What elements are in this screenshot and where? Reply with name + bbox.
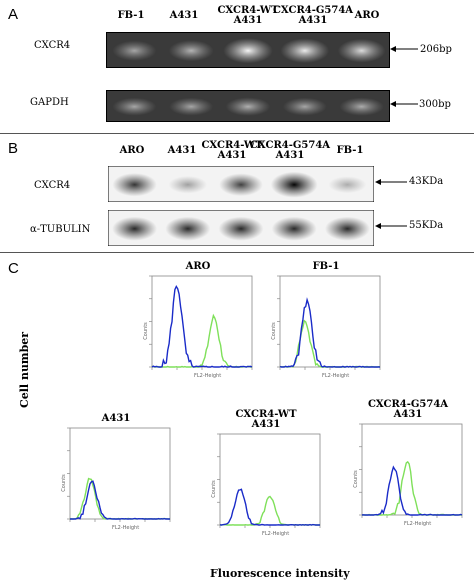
panel-b-tubulin-band-4 xyxy=(271,216,317,241)
histogram-title-4: CXCR4-WT A431 xyxy=(235,409,297,430)
panel-b-tubulin-band-1 xyxy=(112,216,158,241)
panel-a-lane-label-1: FB-1 xyxy=(117,10,145,21)
panel-a-row-label-gapdh: GAPDH xyxy=(30,97,69,108)
panel-b-tubulin-band-5 xyxy=(324,216,370,241)
panel-b-cxcr4-band-3 xyxy=(219,173,263,197)
histogram-frame xyxy=(361,423,463,516)
histogram-title-2: FB-1 xyxy=(312,261,340,272)
divider-b-c xyxy=(0,252,474,253)
histogram-x-label: FL2-Height xyxy=(404,521,431,527)
histogram-x-label: FL2-Height xyxy=(262,531,289,537)
panel-a-lane-label-4: CXCR4-G574A A431 xyxy=(272,5,354,26)
histogram-series-blue xyxy=(219,488,321,526)
histogram-4: Counts FL2-Height xyxy=(211,433,321,537)
panel-b-size-43kda: 43KDa xyxy=(409,176,444,187)
panel-c-y-title: Cell number xyxy=(18,331,31,408)
panel-a-cxcr4-band-5 xyxy=(337,38,386,63)
panel-b-blot-tubulin xyxy=(107,209,375,247)
panel-b-lane-label-5: FB-1 xyxy=(336,145,364,156)
histogram-frame xyxy=(69,427,171,520)
panel-b-tubulin-image xyxy=(107,209,375,247)
panel-b-row-label-cxcr4: CXCR4 xyxy=(34,180,71,191)
panel-b-cxcr4-image xyxy=(107,165,375,203)
histogram-series-blue xyxy=(361,465,463,516)
histogram-y-label: Counts xyxy=(353,470,359,488)
panel-c-x-title: Fluorescence intensity xyxy=(210,567,350,580)
histogram-y-label: Counts xyxy=(211,480,217,498)
panel-b-lane-label-2: A431 xyxy=(167,145,197,156)
panel-a-gapdh-band-2 xyxy=(169,97,214,116)
histogram-1: Counts FL2-Height xyxy=(143,275,253,379)
histogram-x-label: FL2-Height xyxy=(194,373,221,379)
histogram-3: Counts FL2-Height xyxy=(61,427,171,531)
panel-b-cxcr4-band-5 xyxy=(328,176,367,194)
panel-a-arrows xyxy=(390,46,418,107)
histogram-frame xyxy=(219,433,321,526)
histogram-title-5: CXCR4-G574A A431 xyxy=(367,399,449,420)
histogram-title-3: A431 xyxy=(101,413,131,424)
divider-a-b xyxy=(0,133,474,134)
histogram-y-label: Counts xyxy=(61,474,67,492)
histogram-y-label: Counts xyxy=(143,322,149,340)
panel-b-lane-label-4: CXCR4-G574A A431 xyxy=(249,140,331,161)
panel-a-cxcr4-band-3 xyxy=(223,38,273,64)
panel-b-tubulin-band-3 xyxy=(218,216,264,241)
panel-a-row-label-cxcr4: CXCR4 xyxy=(34,40,71,51)
panel-b-lane-label-1: ARO xyxy=(119,145,145,156)
panel-b-arrows xyxy=(375,179,407,229)
histogram-5: Counts FL2-Height xyxy=(353,423,463,527)
panel-b-blot-cxcr4 xyxy=(107,165,375,203)
panel-b-cxcr4-band-2 xyxy=(168,175,208,194)
panel-a-gapdh-band-5 xyxy=(339,97,384,116)
histogram-y-label: Counts xyxy=(271,322,277,340)
panel-b-cxcr4-band-1 xyxy=(112,173,157,197)
panel-a-lane-label-5: ARO xyxy=(354,10,380,21)
panel-c-letter: C xyxy=(8,260,19,277)
panel-b-lane-label-3: CXCR4-WT A431 xyxy=(201,140,263,161)
panel-a-cxcr4-band-1 xyxy=(112,40,157,61)
panel-a-lane-label-3: CXCR4-WT A431 xyxy=(217,5,279,26)
histogram-series-blue xyxy=(279,297,380,368)
panel-a-lane-label-2: A431 xyxy=(169,10,199,21)
histogram-series-blue xyxy=(70,480,170,520)
panel-b-size-55kda: 55KDa xyxy=(409,220,444,231)
histogram-frame xyxy=(151,275,253,368)
panel-b-row-label-tubulin: α-TUBULIN xyxy=(30,224,91,235)
panel-a-gel-gapdh xyxy=(105,89,391,123)
panel-a-gapdh-image xyxy=(105,89,391,123)
panel-a-letter: A xyxy=(8,6,19,23)
panel-b-tubulin-band-2 xyxy=(165,216,211,241)
histogram-2: Counts FL2-Height xyxy=(271,275,381,379)
histogram-series-blue xyxy=(151,285,253,368)
panel-a-gapdh-band-4 xyxy=(282,97,327,116)
panel-b-letter: B xyxy=(8,140,19,157)
panel-a-size-300bp: 300bp xyxy=(419,99,451,110)
panel-a-size-206bp: 206bp xyxy=(420,44,452,55)
histogram-frame xyxy=(279,275,381,368)
panel-a-gapdh-band-1 xyxy=(112,97,157,116)
histogram-x-label: FL2-Height xyxy=(322,373,349,379)
histogram-title-1: ARO xyxy=(185,261,211,272)
panel-a-cxcr4-band-4 xyxy=(280,38,330,64)
panel-a-gapdh-band-3 xyxy=(225,97,271,116)
panel-a-cxcr4-image xyxy=(105,31,391,69)
histogram-x-label: FL2-Height xyxy=(112,525,139,531)
panel-a-gel-cxcr4 xyxy=(105,31,391,69)
panel-a-cxcr4-band-2 xyxy=(168,40,214,62)
panel-b-cxcr4-band-4 xyxy=(270,171,318,198)
